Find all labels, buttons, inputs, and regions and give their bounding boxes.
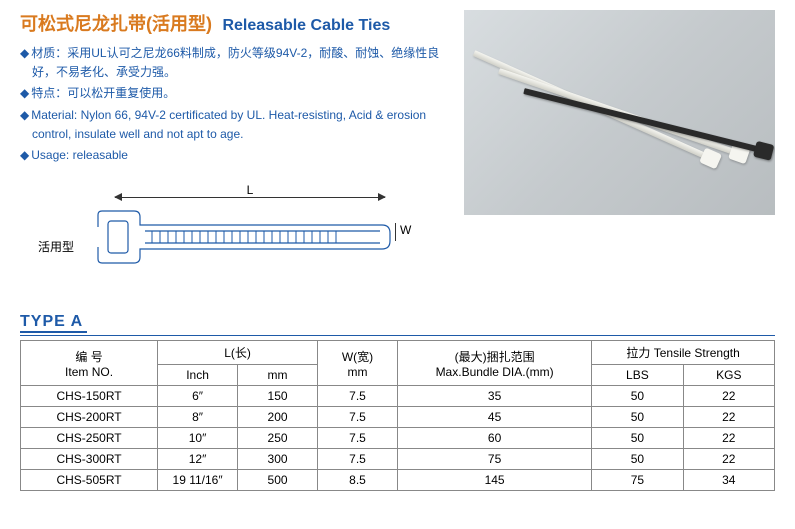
table-cell: 250	[238, 428, 318, 449]
bullet-item: 特点：可以松开重复使用。	[20, 84, 454, 103]
th-length: L(长)	[158, 341, 318, 365]
table-cell: 7.5	[318, 449, 398, 470]
dimension-W-label: W	[395, 223, 411, 241]
table-head: 编 号 Item NO. L(长) W(宽) mm (最大)捆扎范围 Max.B…	[21, 341, 775, 386]
table-cell: CHS-250RT	[21, 428, 158, 449]
title-english: Releasable Cable Ties	[222, 17, 390, 34]
th-inch: Inch	[158, 365, 238, 386]
table-cell: 6″	[158, 386, 238, 407]
bullet-item: Material: Nylon 66, 94V-2 certificated b…	[20, 106, 454, 144]
top-section: 可松式尼龙扎带(活用型) Releasable Cable Ties 材质：采用…	[0, 0, 795, 293]
bullet-list: 材质：采用UL认可之尼龙66料制成，防火等级94V-2，耐酸、耐蚀、绝缘性良好，…	[20, 44, 454, 165]
product-photo	[464, 10, 775, 215]
table-cell: 50	[592, 428, 683, 449]
table-cell: 22	[683, 407, 774, 428]
table-body: CHS-150RT6″1507.5355022CHS-200RT8″2007.5…	[21, 386, 775, 491]
table-cell: 75	[397, 449, 591, 470]
th-itemno-cn: 编 号	[25, 348, 153, 365]
th-kgs: KGS	[683, 365, 774, 386]
bullet-item: Usage: releasable	[20, 146, 454, 165]
table-cell: 22	[683, 386, 774, 407]
spec-table: 编 号 Item NO. L(长) W(宽) mm (最大)捆扎范围 Max.B…	[20, 340, 775, 491]
bullet-item: 材质：采用UL认可之尼龙66料制成，防火等级94V-2，耐酸、耐蚀、绝缘性良好，…	[20, 44, 454, 82]
table-cell: CHS-150RT	[21, 386, 158, 407]
table-cell: CHS-200RT	[21, 407, 158, 428]
table-row: CHS-250RT10″2507.5605022	[21, 428, 775, 449]
cable-tie-outline	[90, 205, 400, 275]
dimension-L-label: L	[115, 183, 385, 198]
table-cell: 50	[592, 407, 683, 428]
table-cell: 8.5	[318, 470, 398, 491]
diagram-type-label: 活用型	[38, 238, 74, 255]
table-cell: 50	[592, 386, 683, 407]
th-width-unit: mm	[322, 365, 393, 379]
table-cell: 500	[238, 470, 318, 491]
table-row: CHS-505RT19 11/16″5008.51457534	[21, 470, 775, 491]
table-row: CHS-200RT8″2007.5455022	[21, 407, 775, 428]
table-cell: CHS-300RT	[21, 449, 158, 470]
table-row: CHS-300RT12″3007.5755022	[21, 449, 775, 470]
table-cell: 35	[397, 386, 591, 407]
table-cell: 7.5	[318, 386, 398, 407]
th-bundle: (最大)捆扎范围 Max.Bundle DIA.(mm)	[397, 341, 591, 386]
type-a-underline	[20, 335, 775, 336]
title-chinese: 可松式尼龙扎带(活用型)	[20, 14, 212, 34]
table-cell: 19 11/16″	[158, 470, 238, 491]
table-cell: CHS-505RT	[21, 470, 158, 491]
th-itemno: 编 号 Item NO.	[21, 341, 158, 386]
title-row: 可松式尼龙扎带(活用型) Releasable Cable Ties	[20, 10, 454, 36]
th-itemno-en: Item NO.	[25, 365, 153, 379]
table-cell: 60	[397, 428, 591, 449]
table-cell: 22	[683, 449, 774, 470]
type-a-heading: TYPE A	[20, 313, 87, 333]
table-cell: 10″	[158, 428, 238, 449]
th-tensile: 拉力 Tensile Strength	[592, 341, 775, 365]
table-cell: 200	[238, 407, 318, 428]
table-row: CHS-150RT6″1507.5355022	[21, 386, 775, 407]
th-bundle-en: Max.Bundle DIA.(mm)	[402, 365, 587, 379]
table-cell: 150	[238, 386, 318, 407]
table-cell: 75	[592, 470, 683, 491]
table-cell: 7.5	[318, 428, 398, 449]
photo-cable-tie	[523, 88, 765, 154]
table-cell: 22	[683, 428, 774, 449]
table-cell: 300	[238, 449, 318, 470]
th-lbs: LBS	[592, 365, 683, 386]
table-cell: 145	[397, 470, 591, 491]
table-cell: 8″	[158, 407, 238, 428]
dimension-diagram: L	[20, 183, 454, 293]
th-bundle-cn: (最大)捆扎范围	[402, 348, 587, 365]
table-cell: 12″	[158, 449, 238, 470]
table-cell: 34	[683, 470, 774, 491]
th-width-cn: W(宽)	[322, 348, 393, 365]
table-cell: 45	[397, 407, 591, 428]
table-cell: 50	[592, 449, 683, 470]
description-column: 可松式尼龙扎带(活用型) Releasable Cable Ties 材质：采用…	[20, 10, 464, 293]
th-mm: mm	[238, 365, 318, 386]
table-cell: 7.5	[318, 407, 398, 428]
th-width: W(宽) mm	[318, 341, 398, 386]
